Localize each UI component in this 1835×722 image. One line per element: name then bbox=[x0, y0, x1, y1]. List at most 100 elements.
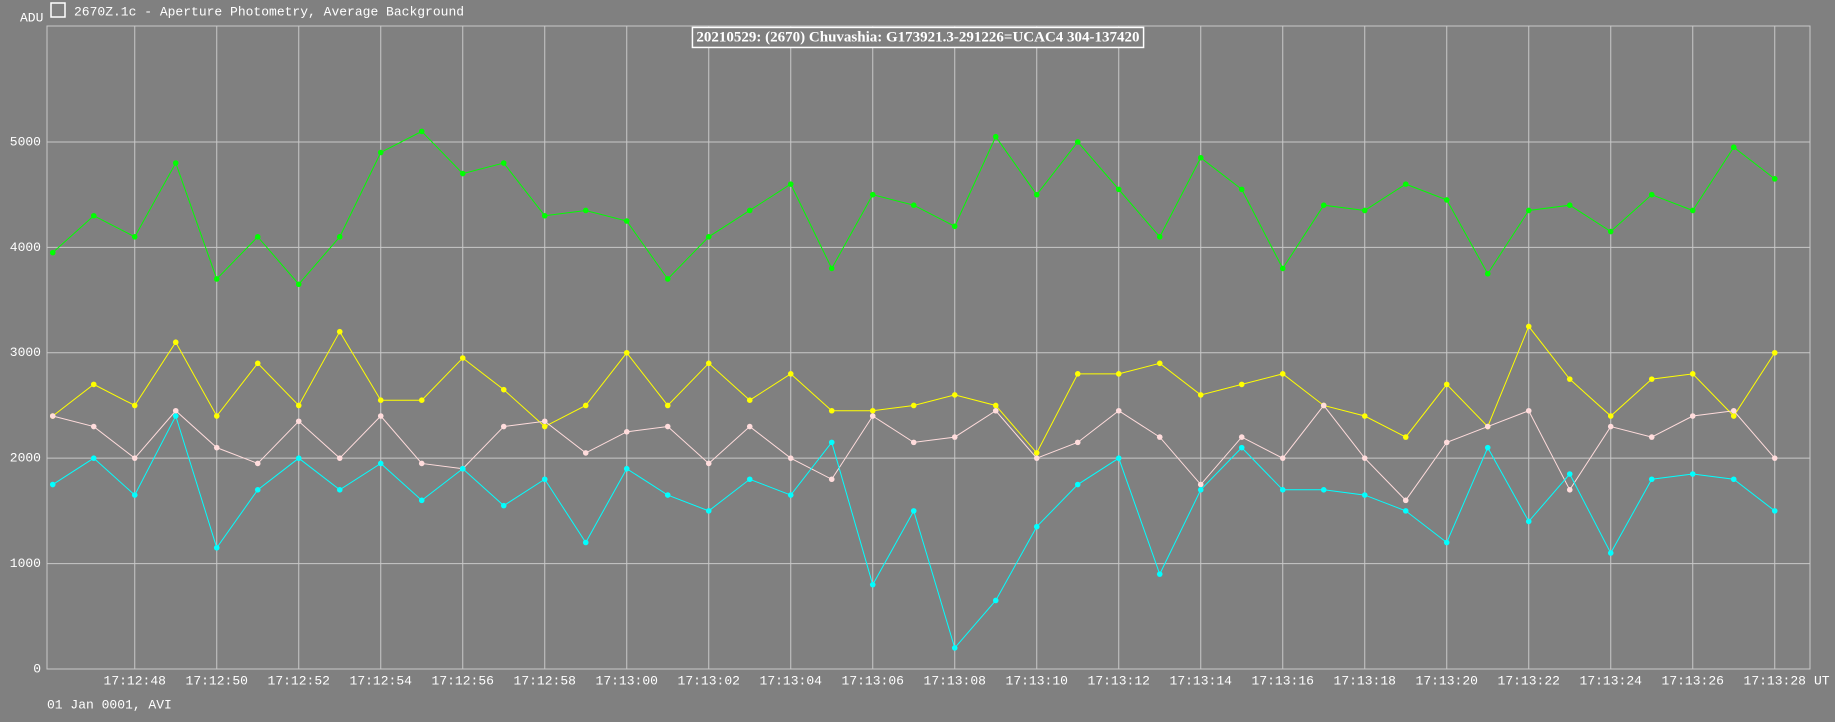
data-point bbox=[664, 492, 671, 498]
data-point bbox=[746, 207, 753, 214]
data-point bbox=[418, 397, 425, 404]
data-point bbox=[1771, 349, 1778, 356]
data-point bbox=[869, 191, 876, 198]
data-point bbox=[828, 439, 835, 446]
data-point bbox=[90, 423, 97, 430]
data-point bbox=[1156, 571, 1163, 577]
x-tick-label: 17:12:52 bbox=[268, 673, 330, 688]
data-point bbox=[705, 360, 712, 367]
data-point bbox=[1033, 191, 1040, 198]
data-point bbox=[623, 218, 630, 224]
data-point bbox=[582, 450, 589, 456]
data-point bbox=[1238, 444, 1245, 451]
data-point bbox=[500, 502, 507, 509]
data-point bbox=[1402, 508, 1409, 514]
data-point bbox=[1484, 270, 1491, 277]
y-tick-label: 3000 bbox=[10, 345, 41, 360]
data-point bbox=[541, 423, 548, 430]
data-point bbox=[1525, 518, 1532, 525]
data-point bbox=[787, 455, 794, 461]
data-point bbox=[131, 455, 138, 461]
data-point bbox=[1361, 492, 1368, 498]
data-point bbox=[992, 407, 999, 414]
data-point bbox=[90, 212, 97, 219]
data-point bbox=[1320, 202, 1327, 208]
data-point bbox=[582, 402, 589, 409]
data-point bbox=[1607, 413, 1614, 419]
footer: 01 Jan 0001, AVI bbox=[47, 697, 172, 712]
data-point bbox=[541, 418, 548, 425]
data-point bbox=[1361, 455, 1368, 461]
data-point bbox=[500, 160, 507, 166]
x-tick-label: 17:13:06 bbox=[842, 673, 904, 688]
data-point bbox=[951, 392, 958, 398]
data-point bbox=[131, 234, 138, 240]
data-point bbox=[910, 202, 917, 208]
data-point bbox=[1566, 376, 1573, 382]
data-point bbox=[1033, 523, 1040, 530]
data-point bbox=[213, 544, 220, 551]
data-point bbox=[541, 212, 548, 219]
data-point bbox=[213, 444, 220, 451]
data-point bbox=[1279, 455, 1286, 461]
data-point bbox=[1279, 371, 1286, 377]
data-point bbox=[254, 460, 261, 467]
data-point bbox=[1566, 202, 1573, 208]
data-point bbox=[90, 455, 97, 461]
data-point bbox=[869, 407, 876, 414]
data-point bbox=[746, 476, 753, 483]
data-point bbox=[910, 508, 917, 514]
data-point bbox=[254, 360, 261, 367]
data-point bbox=[787, 371, 794, 377]
data-point bbox=[1443, 197, 1450, 203]
data-point bbox=[1648, 376, 1655, 382]
data-point bbox=[459, 355, 466, 361]
data-point bbox=[377, 460, 384, 467]
data-point bbox=[992, 133, 999, 140]
data-point bbox=[664, 423, 671, 430]
data-point bbox=[500, 423, 507, 430]
data-point bbox=[172, 407, 179, 414]
data-point bbox=[131, 492, 138, 498]
data-point bbox=[582, 539, 589, 546]
data-point bbox=[418, 497, 425, 504]
data-point bbox=[828, 476, 835, 483]
data-point bbox=[623, 349, 630, 356]
data-point bbox=[1689, 471, 1696, 477]
data-point bbox=[1443, 539, 1450, 546]
data-point bbox=[1197, 392, 1204, 398]
data-point bbox=[746, 397, 753, 404]
data-point bbox=[90, 381, 97, 388]
data-point bbox=[1771, 508, 1778, 514]
x-tick-label: 17:13:00 bbox=[596, 673, 658, 688]
data-point bbox=[1607, 423, 1614, 430]
data-point bbox=[869, 581, 876, 588]
data-point bbox=[541, 476, 548, 483]
data-point bbox=[1115, 186, 1122, 193]
data-point bbox=[213, 276, 220, 282]
data-point bbox=[1279, 487, 1286, 493]
x-tick-label: 17:13:14 bbox=[1170, 673, 1233, 688]
data-point bbox=[377, 397, 384, 404]
data-point bbox=[1402, 497, 1409, 504]
data-point bbox=[1320, 487, 1327, 493]
data-point bbox=[1115, 455, 1122, 461]
data-point bbox=[459, 170, 466, 177]
y-tick-label: 4000 bbox=[10, 240, 41, 255]
data-point bbox=[1279, 265, 1286, 272]
data-point bbox=[336, 234, 343, 240]
y-unit: ADU bbox=[20, 10, 43, 25]
data-point bbox=[49, 413, 56, 419]
data-point bbox=[1074, 371, 1081, 377]
data-point bbox=[295, 402, 302, 409]
data-point bbox=[1730, 476, 1737, 483]
data-point bbox=[623, 465, 630, 472]
x-tick-label: 17:13:26 bbox=[1662, 673, 1724, 688]
data-point bbox=[295, 455, 302, 461]
data-point bbox=[1566, 487, 1573, 493]
x-tick-label: 17:13:04 bbox=[760, 673, 823, 688]
data-point bbox=[1197, 487, 1204, 493]
x-tick-label: 17:12:58 bbox=[514, 673, 576, 688]
